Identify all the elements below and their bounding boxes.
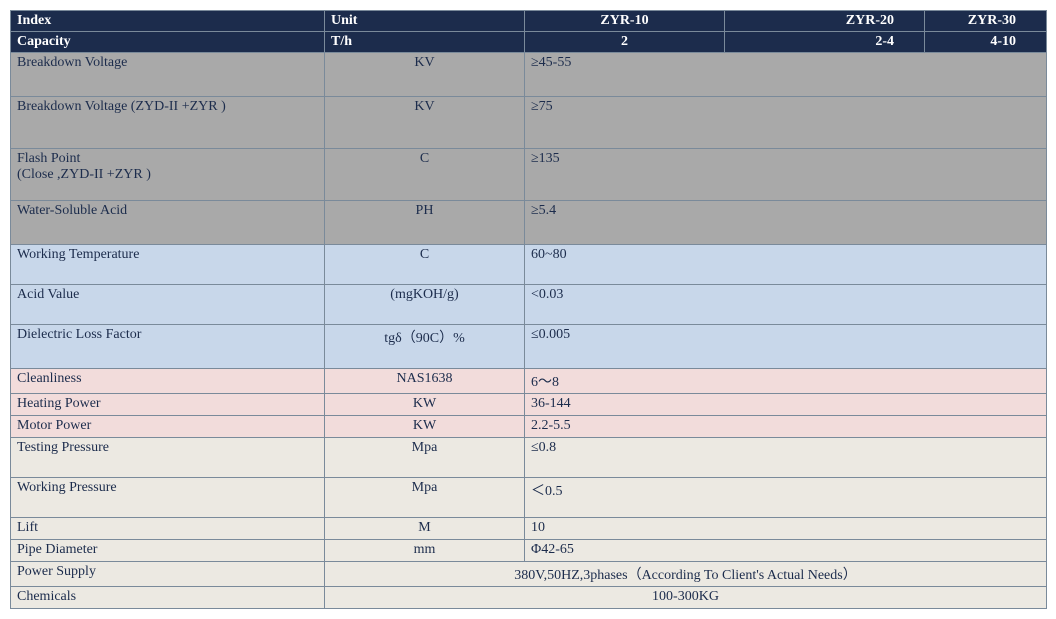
table-row: LiftM10 bbox=[11, 518, 1047, 540]
row-unit: C bbox=[325, 245, 525, 285]
row-label: Flash Point(Close ,ZYD-II +ZYR ) bbox=[11, 149, 325, 201]
row-value: Φ42-65 bbox=[525, 540, 1047, 562]
table-row: Testing PressureMpa≤0.8 bbox=[11, 438, 1047, 478]
table-row: Working PressureMpa＜0.5 bbox=[11, 478, 1047, 518]
row-value: ≥45-55 bbox=[525, 53, 1047, 97]
row-value: 6～8 bbox=[525, 369, 1047, 394]
row-label: Acid Value bbox=[11, 285, 325, 325]
col-zyr20: ZYR-20 bbox=[725, 11, 925, 32]
row-unit: Mpa bbox=[325, 438, 525, 478]
row-label: Testing Pressure bbox=[11, 438, 325, 478]
row-unit: KV bbox=[325, 97, 525, 149]
row-value: ≥75 bbox=[525, 97, 1047, 149]
row-unit: tgδ（90C）% bbox=[325, 325, 525, 369]
table-row: Motor PowerKW2.2-5.5 bbox=[11, 416, 1047, 438]
col-zyr10: ZYR-10 bbox=[525, 11, 725, 32]
table-row: Heating PowerKW36-144 bbox=[11, 394, 1047, 416]
table-row: Breakdown Voltage (ZYD-II +ZYR )KV≥75 bbox=[11, 97, 1047, 149]
row-label: Breakdown Voltage (ZYD-II +ZYR ) bbox=[11, 97, 325, 149]
row-unit: Mpa bbox=[325, 478, 525, 518]
spec-table: IndexUnitZYR-10ZYR-20ZYR-30CapacityT/h22… bbox=[10, 10, 1047, 609]
row-label: Working Temperature bbox=[11, 245, 325, 285]
row-value: ≥135 bbox=[525, 149, 1047, 201]
row-unit: KV bbox=[325, 53, 525, 97]
table-row: Flash Point(Close ,ZYD-II +ZYR )C≥135 bbox=[11, 149, 1047, 201]
row-label: Cleanliness bbox=[11, 369, 325, 394]
row-value: 100-300KG bbox=[325, 587, 1047, 609]
row-label: Breakdown Voltage bbox=[11, 53, 325, 97]
row-unit: KW bbox=[325, 416, 525, 438]
table-row: Water-Soluble AcidPH≥5.4 bbox=[11, 201, 1047, 245]
row-label: Motor Power bbox=[11, 416, 325, 438]
row-label: Water-Soluble Acid bbox=[11, 201, 325, 245]
table-row: Chemicals100-300KG bbox=[11, 587, 1047, 609]
row-unit: mm bbox=[325, 540, 525, 562]
row-value: ≥5.4 bbox=[525, 201, 1047, 245]
row-label: Working Pressure bbox=[11, 478, 325, 518]
row-unit: KW bbox=[325, 394, 525, 416]
row-label: Lift bbox=[11, 518, 325, 540]
table-row: Breakdown VoltageKV≥45-55 bbox=[11, 53, 1047, 97]
row-label: Chemicals bbox=[11, 587, 325, 609]
row-value: <0.03 bbox=[525, 285, 1047, 325]
table-row: CleanlinessNAS16386～8 bbox=[11, 369, 1047, 394]
row-value: 36-144 bbox=[525, 394, 1047, 416]
row-value: ≤0.005 bbox=[525, 325, 1047, 369]
row-label: Dielectric Loss Factor bbox=[11, 325, 325, 369]
table-row: Acid Value(mgKOH/g)<0.03 bbox=[11, 285, 1047, 325]
row-value: ＜0.5 bbox=[525, 478, 1047, 518]
row-label: Pipe Diameter bbox=[11, 540, 325, 562]
table-row: Working TemperatureC60~80 bbox=[11, 245, 1047, 285]
row-unit: NAS1638 bbox=[325, 369, 525, 394]
row-unit: PH bbox=[325, 201, 525, 245]
row-value: 10 bbox=[525, 518, 1047, 540]
row-value: 60~80 bbox=[525, 245, 1047, 285]
table-row: Pipe DiametermmΦ42-65 bbox=[11, 540, 1047, 562]
row-label: Heating Power bbox=[11, 394, 325, 416]
row-unit: M bbox=[325, 518, 525, 540]
table-row: Dielectric Loss Factortgδ（90C）%≤0.005 bbox=[11, 325, 1047, 369]
row-unit: C bbox=[325, 149, 525, 201]
row-value: 2.2-5.5 bbox=[525, 416, 1047, 438]
row-unit: (mgKOH/g) bbox=[325, 285, 525, 325]
row-value: ≤0.8 bbox=[525, 438, 1047, 478]
col-zyr30: ZYR-30 bbox=[925, 11, 1047, 32]
